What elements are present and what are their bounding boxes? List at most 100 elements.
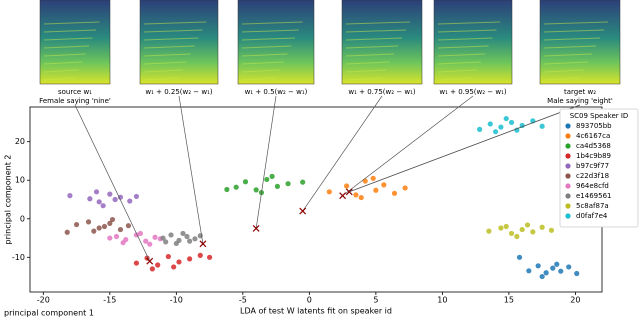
x-tick-label: -10 <box>170 296 183 305</box>
harmonic <box>345 77 383 81</box>
harmonic <box>345 29 407 33</box>
harmonic <box>43 77 76 81</box>
point <box>300 179 306 185</box>
x-tick-label: -5 <box>239 296 247 305</box>
point <box>508 119 515 126</box>
point <box>514 127 520 133</box>
point <box>93 189 100 195</box>
point <box>539 123 545 129</box>
point <box>253 187 259 193</box>
interpolation-marker <box>252 224 260 232</box>
harmonic <box>437 53 485 57</box>
point <box>96 225 102 231</box>
point <box>353 192 359 198</box>
point <box>133 193 140 200</box>
legend-swatch <box>565 203 571 209</box>
point <box>487 121 493 127</box>
point <box>184 233 190 240</box>
legend-label: b97c9f77 <box>576 162 609 170</box>
x-tick-label: 0 <box>307 296 312 305</box>
x-axis-label: LDA of test W latents fit on speaker id <box>240 307 392 316</box>
point <box>381 182 387 188</box>
legend-swatch <box>565 123 571 129</box>
y-tick-label: 0 <box>20 214 25 223</box>
point <box>264 176 270 183</box>
point <box>343 183 350 189</box>
point <box>574 270 580 277</box>
legend-label: e1469561 <box>576 192 611 200</box>
harmonic <box>143 45 195 49</box>
harmonic <box>345 69 387 73</box>
harmonic <box>437 29 497 33</box>
x-tick-label: -15 <box>103 296 116 305</box>
point <box>526 268 532 274</box>
harmonic <box>241 45 292 49</box>
point <box>165 253 171 260</box>
harmonic <box>143 77 180 81</box>
harmonic <box>143 53 191 57</box>
harmonic <box>543 69 585 73</box>
point <box>147 241 153 247</box>
legend-swatch <box>565 173 571 179</box>
leader-line <box>342 95 474 196</box>
point <box>539 224 545 230</box>
point <box>224 186 230 193</box>
point <box>539 273 545 280</box>
point <box>109 216 116 223</box>
legend-swatch <box>565 163 571 169</box>
harmonic <box>241 77 277 81</box>
harmonic <box>345 61 391 65</box>
point <box>173 240 179 247</box>
point <box>143 238 149 244</box>
point <box>87 196 93 202</box>
interpolation-marker <box>339 192 347 200</box>
panel-sublabel: Female saying 'nine' <box>39 97 111 105</box>
harmonic <box>345 21 411 25</box>
legend-label: d0faf7e4 <box>576 212 608 220</box>
point <box>274 183 281 189</box>
point <box>127 198 133 204</box>
harmonic <box>143 37 199 41</box>
harmonic <box>543 77 581 81</box>
leader-line <box>302 95 383 212</box>
point <box>543 270 549 276</box>
harmonic <box>437 61 481 65</box>
point <box>519 122 525 129</box>
legend-label: 1b4c9b89 <box>576 152 611 160</box>
point <box>492 129 499 135</box>
legend-swatch <box>565 213 571 219</box>
point <box>73 221 80 228</box>
point <box>180 230 186 237</box>
point <box>486 228 492 234</box>
point <box>242 179 249 185</box>
legend-label: 893705bb <box>576 122 612 130</box>
harmonic <box>543 29 605 33</box>
legend-label: c22d3f18 <box>576 172 609 180</box>
harmonic <box>437 37 493 41</box>
point <box>120 240 126 246</box>
point <box>514 233 520 240</box>
point <box>160 235 166 241</box>
point <box>112 196 118 203</box>
harmonic <box>143 69 183 73</box>
harmonic <box>241 37 296 41</box>
harmonic <box>241 69 280 73</box>
legend-swatch <box>565 133 571 139</box>
harmonic <box>543 45 597 49</box>
panel-label: w₁ + 0.5(w₂ − w₁) <box>245 88 308 96</box>
harmonic <box>43 45 90 49</box>
point <box>155 262 161 268</box>
legend-label: ca4d5368 <box>576 142 611 150</box>
point <box>326 189 332 195</box>
harmonic <box>241 29 299 33</box>
harmonic <box>241 53 288 57</box>
point <box>508 230 515 237</box>
point <box>524 222 531 228</box>
interpolation-marker <box>199 240 207 248</box>
harmonic <box>241 61 284 65</box>
point <box>519 226 525 233</box>
point <box>477 126 483 132</box>
legend-box <box>559 108 639 228</box>
harmonic <box>437 45 489 49</box>
x-tick-label: 10 <box>437 296 447 305</box>
